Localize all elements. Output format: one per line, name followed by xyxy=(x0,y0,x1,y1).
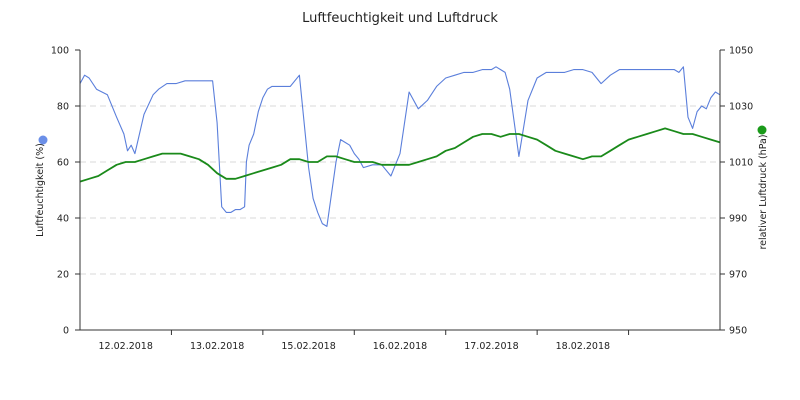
x-tick-label: 12.02.2018 xyxy=(99,341,153,352)
y-right-tick-label: 990 xyxy=(729,214,747,225)
series-line-humidity xyxy=(79,66,721,227)
legend-marker-pressure xyxy=(757,125,767,135)
y-left-tick-label: 40 xyxy=(57,214,69,225)
y-right-tick-label: 1050 xyxy=(729,46,753,57)
y-right-tick-label: 1030 xyxy=(729,102,753,113)
legend-marker-humidity xyxy=(38,135,48,145)
x-tick-label: 18.02.2018 xyxy=(556,341,610,352)
y-right-tick-label: 1010 xyxy=(729,158,753,169)
y-right-tick-label: 970 xyxy=(729,270,747,281)
series-layer xyxy=(79,66,721,227)
y-left-tick-label: 20 xyxy=(57,270,69,281)
chart-title: Luftfeuchtigkeit und Luftdruck xyxy=(302,11,498,26)
grid-lines xyxy=(80,105,720,275)
x-tick-label: 15.02.2018 xyxy=(281,341,335,352)
y-left-tick-label: 100 xyxy=(51,46,69,57)
y-left-label: Luftfeuchtigkeit (%) xyxy=(35,143,46,237)
y-right-label: relativer Luftdruck (hPa) xyxy=(758,134,769,249)
x-tick-label: 17.02.2018 xyxy=(464,341,518,352)
x-tick-label: 16.02.2018 xyxy=(373,341,427,352)
x-tick-label: 13.02.2018 xyxy=(190,341,244,352)
y-right-tick-label: 950 xyxy=(729,326,747,337)
y-left-tick-label: 60 xyxy=(57,158,69,169)
y-left-tick-label: 80 xyxy=(57,102,69,113)
tick-labels: 0 950 20 970 40 990 60 1010 80 1030 100 1050 12.02.2… xyxy=(51,46,753,353)
series-line-pressure xyxy=(79,127,721,183)
axes xyxy=(75,49,725,335)
y-left-tick-label: 0 xyxy=(63,326,69,337)
